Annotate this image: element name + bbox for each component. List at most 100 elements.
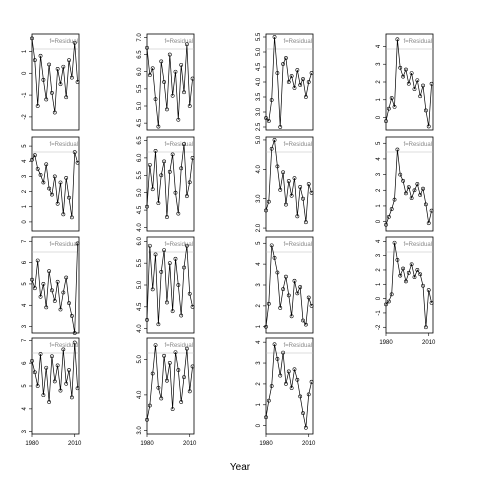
data-point	[423, 108, 428, 113]
data-point	[298, 285, 303, 289]
data-point	[176, 368, 181, 372]
data-point	[41, 180, 46, 185]
data-point	[395, 37, 400, 42]
data-point	[170, 152, 175, 157]
panel-frame	[385, 136, 434, 232]
data-point	[165, 215, 169, 219]
data-point	[167, 169, 172, 174]
y-tick-label: 4.5	[256, 62, 262, 71]
data-point	[301, 77, 305, 81]
panel-0-3: f=Residual 3 4 5 6 7 1980 2010	[22, 337, 82, 447]
data-point	[162, 80, 166, 84]
y-tick-label: 1	[22, 49, 28, 53]
panel-0-2: f=Residual 3 4 5 6 7	[22, 236, 80, 335]
data-point	[426, 288, 431, 292]
data-point	[184, 42, 189, 47]
data-point	[182, 90, 186, 95]
panels-group: f=Residual-2-101f=Residual012345f=Residu…	[22, 32, 436, 447]
data-point	[52, 174, 57, 179]
data-point	[156, 322, 161, 327]
data-point	[303, 322, 308, 327]
data-point	[75, 160, 80, 165]
data-point	[52, 110, 57, 115]
y-tick-label: 4	[376, 239, 382, 243]
data-point	[41, 393, 46, 398]
data-point	[275, 71, 280, 75]
data-point	[278, 187, 283, 192]
y-tick-label: 2.0	[256, 223, 262, 232]
data-point	[69, 75, 74, 80]
data-point	[415, 78, 420, 83]
data-point	[184, 194, 189, 199]
data-point	[278, 373, 283, 378]
data-point	[182, 142, 186, 146]
series-line	[265, 36, 312, 128]
data-point	[386, 214, 391, 219]
y-tick-label: 2	[256, 382, 262, 386]
data-point	[145, 417, 149, 422]
data-point	[47, 400, 51, 404]
data-point	[35, 166, 40, 171]
data-point	[150, 371, 155, 376]
data-point	[384, 119, 388, 124]
data-point	[61, 347, 66, 352]
panel-2-0: f=Residual 2.5 3.0 3.5 4.0 4.5 5.0 5.5	[256, 32, 314, 131]
data-point	[266, 119, 271, 123]
data-point	[30, 36, 34, 41]
data-point	[41, 77, 46, 82]
y-tick-label: 4.5	[137, 118, 143, 127]
data-point	[395, 258, 400, 262]
panel-frame	[31, 236, 80, 334]
data-point	[266, 398, 271, 403]
data-point	[47, 269, 51, 274]
y-tick-label: 4	[256, 262, 262, 266]
data-point	[50, 91, 54, 95]
data-point	[30, 358, 34, 363]
y-tick-label: -1	[22, 92, 28, 98]
panel-2-2: f=Residual 1 2 3 4 5	[256, 236, 314, 334]
data-point	[421, 283, 425, 288]
y-tick-label: 5.0	[256, 47, 262, 56]
y-tick-label: 0	[376, 115, 382, 119]
series-line	[146, 345, 193, 420]
y-tick-label: 4	[22, 303, 28, 307]
data-point	[187, 389, 192, 394]
series-line	[146, 245, 193, 325]
y-tick-label: 5.0	[137, 101, 143, 110]
y-tick-label: 1	[376, 204, 382, 208]
data-point	[147, 162, 152, 167]
y-tick-label: 0	[376, 219, 382, 223]
y-tick-label: 1	[256, 402, 262, 406]
data-point	[303, 425, 308, 430]
y-tick-label: 4	[256, 340, 262, 344]
y-tick-label: 1	[376, 282, 382, 286]
data-point	[306, 80, 311, 84]
data-point	[32, 370, 37, 375]
series-line	[265, 139, 312, 223]
data-point	[278, 125, 283, 129]
data-point	[272, 342, 277, 347]
data-point	[301, 411, 305, 416]
panel-3-1: f=Residual 0 1 2 3 4 5	[376, 136, 434, 232]
y-tick-label: 7	[22, 239, 28, 243]
y-tick-label: 4	[22, 159, 28, 163]
y-tick-label: 2	[376, 80, 382, 84]
data-point	[295, 377, 300, 382]
y-tick-label: 4.0	[137, 324, 143, 333]
data-point	[389, 207, 394, 211]
data-point	[275, 356, 280, 361]
data-point	[286, 369, 291, 374]
data-point	[153, 149, 158, 153]
data-point	[55, 363, 60, 368]
data-point	[421, 186, 425, 191]
y-tick-label: 5	[22, 282, 28, 286]
y-tick-label: 4.0	[137, 223, 143, 232]
data-point	[61, 290, 66, 295]
y-tick-label: 3	[22, 324, 28, 328]
data-point	[52, 299, 57, 303]
data-point	[35, 384, 40, 388]
strip-label: f=Residual	[403, 39, 432, 45]
data-point	[266, 301, 271, 306]
y-tick-label: 0	[376, 296, 382, 300]
data-point	[306, 182, 311, 186]
